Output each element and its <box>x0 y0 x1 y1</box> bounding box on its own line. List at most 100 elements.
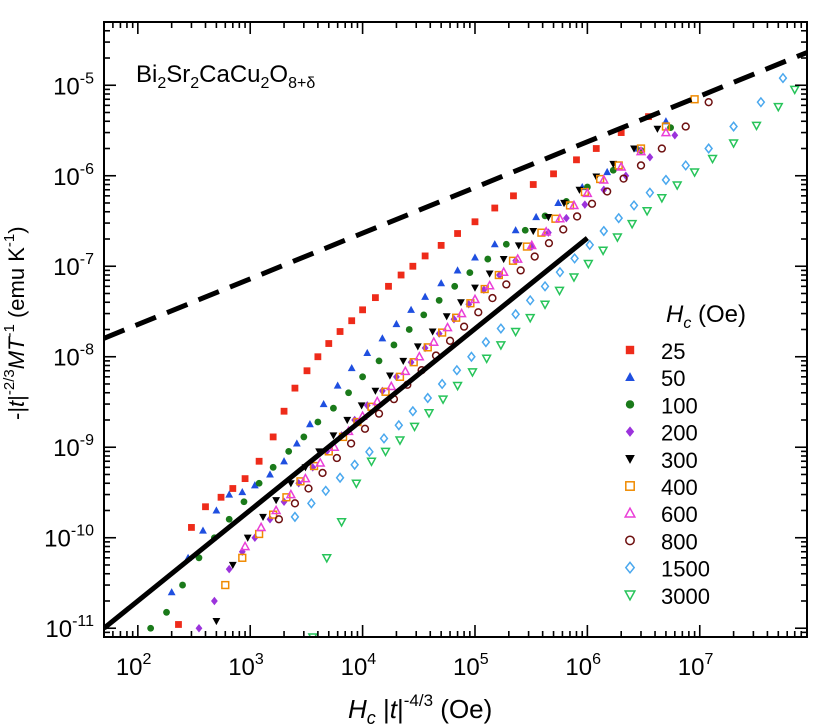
data-point <box>199 526 207 534</box>
data-point <box>437 378 447 390</box>
data-point <box>255 457 263 465</box>
data-point <box>392 319 401 328</box>
data-point <box>471 284 479 292</box>
data-point <box>451 282 459 290</box>
data-point <box>502 240 510 248</box>
data-point <box>456 307 467 318</box>
data-point <box>346 439 356 448</box>
legend-label-100: 100 <box>661 393 698 418</box>
data-point <box>405 326 413 333</box>
data-point <box>587 199 597 208</box>
data-point <box>303 367 311 375</box>
data-point <box>380 447 391 458</box>
data-point <box>572 212 582 221</box>
data-point <box>541 226 552 236</box>
data-point <box>490 240 499 248</box>
data-point <box>147 624 155 632</box>
data-point <box>573 156 580 164</box>
data-point <box>550 170 557 178</box>
data-point <box>437 395 449 405</box>
data-point <box>397 271 405 279</box>
data-point <box>471 253 479 261</box>
data-point <box>163 608 170 616</box>
data-point <box>420 311 428 319</box>
data-point <box>660 126 672 137</box>
data-point <box>554 198 563 207</box>
data-point <box>480 285 488 294</box>
data-point <box>379 433 389 444</box>
data-point <box>690 95 699 104</box>
data-point <box>423 343 432 352</box>
data-point <box>255 479 263 487</box>
data-point <box>626 219 638 230</box>
data-point <box>225 490 234 498</box>
data-point <box>336 517 347 528</box>
x-tick-label: 102 <box>116 651 152 681</box>
data-point <box>407 305 415 313</box>
legend-marker-600 <box>623 506 637 518</box>
data-point <box>357 402 366 410</box>
legend-label-300: 300 <box>661 448 698 473</box>
data-point <box>280 457 288 465</box>
y-axis-label: -|t|-2/3MT-1 (emu K-1) <box>1 226 29 420</box>
data-point <box>453 266 462 274</box>
data-point <box>498 266 509 276</box>
x-axis-label: Hc |t|-4/3 (Oe) <box>348 691 492 727</box>
data-point <box>167 588 176 596</box>
data-point <box>321 485 331 497</box>
data-point <box>414 351 425 361</box>
data-point <box>306 420 314 428</box>
data-point <box>348 317 356 325</box>
data-point <box>437 241 445 249</box>
data-point <box>350 459 360 471</box>
data-point <box>300 433 308 441</box>
data-point <box>544 238 554 248</box>
legend-label-1500: 1500 <box>661 557 710 582</box>
data-point <box>290 499 300 508</box>
data-point <box>789 85 800 96</box>
solid-reference-line <box>104 236 589 631</box>
data-point <box>345 389 352 397</box>
data-point <box>751 121 762 132</box>
data-point <box>291 384 299 392</box>
data-point <box>210 596 218 606</box>
data-point <box>481 354 492 364</box>
legend-marker-400 <box>625 481 635 491</box>
data-point <box>400 365 411 376</box>
data-point <box>522 242 532 251</box>
data-point <box>188 524 195 531</box>
data-point <box>728 139 739 149</box>
x-tick-label: 106 <box>565 651 601 681</box>
series-1500 <box>290 72 788 523</box>
data-point <box>421 252 429 260</box>
data-point <box>374 409 384 418</box>
data-point <box>255 521 267 532</box>
data-point <box>272 497 281 505</box>
data-point <box>499 256 508 264</box>
data-point <box>390 341 398 349</box>
legend-marker-100 <box>625 400 635 409</box>
data-point <box>280 497 288 506</box>
data-point <box>471 218 479 226</box>
data-point <box>671 131 679 140</box>
data-point <box>366 457 377 467</box>
data-point <box>372 294 379 302</box>
data-point <box>598 174 609 184</box>
data-point <box>521 226 529 234</box>
data-point <box>554 213 566 223</box>
legend-marker-50 <box>625 372 635 381</box>
data-point <box>333 381 342 389</box>
data-point <box>395 372 405 381</box>
data-point <box>681 122 690 131</box>
data-point <box>307 497 316 509</box>
data-point <box>529 227 538 236</box>
x-tick-label: 103 <box>228 651 264 681</box>
data-point <box>641 206 653 217</box>
data-point <box>330 404 337 412</box>
data-point <box>603 167 612 176</box>
x-tick-label: 107 <box>678 651 714 681</box>
data-point <box>612 233 623 243</box>
data-point <box>378 334 387 342</box>
data-point <box>614 212 624 224</box>
legend-marker-300 <box>625 455 635 464</box>
